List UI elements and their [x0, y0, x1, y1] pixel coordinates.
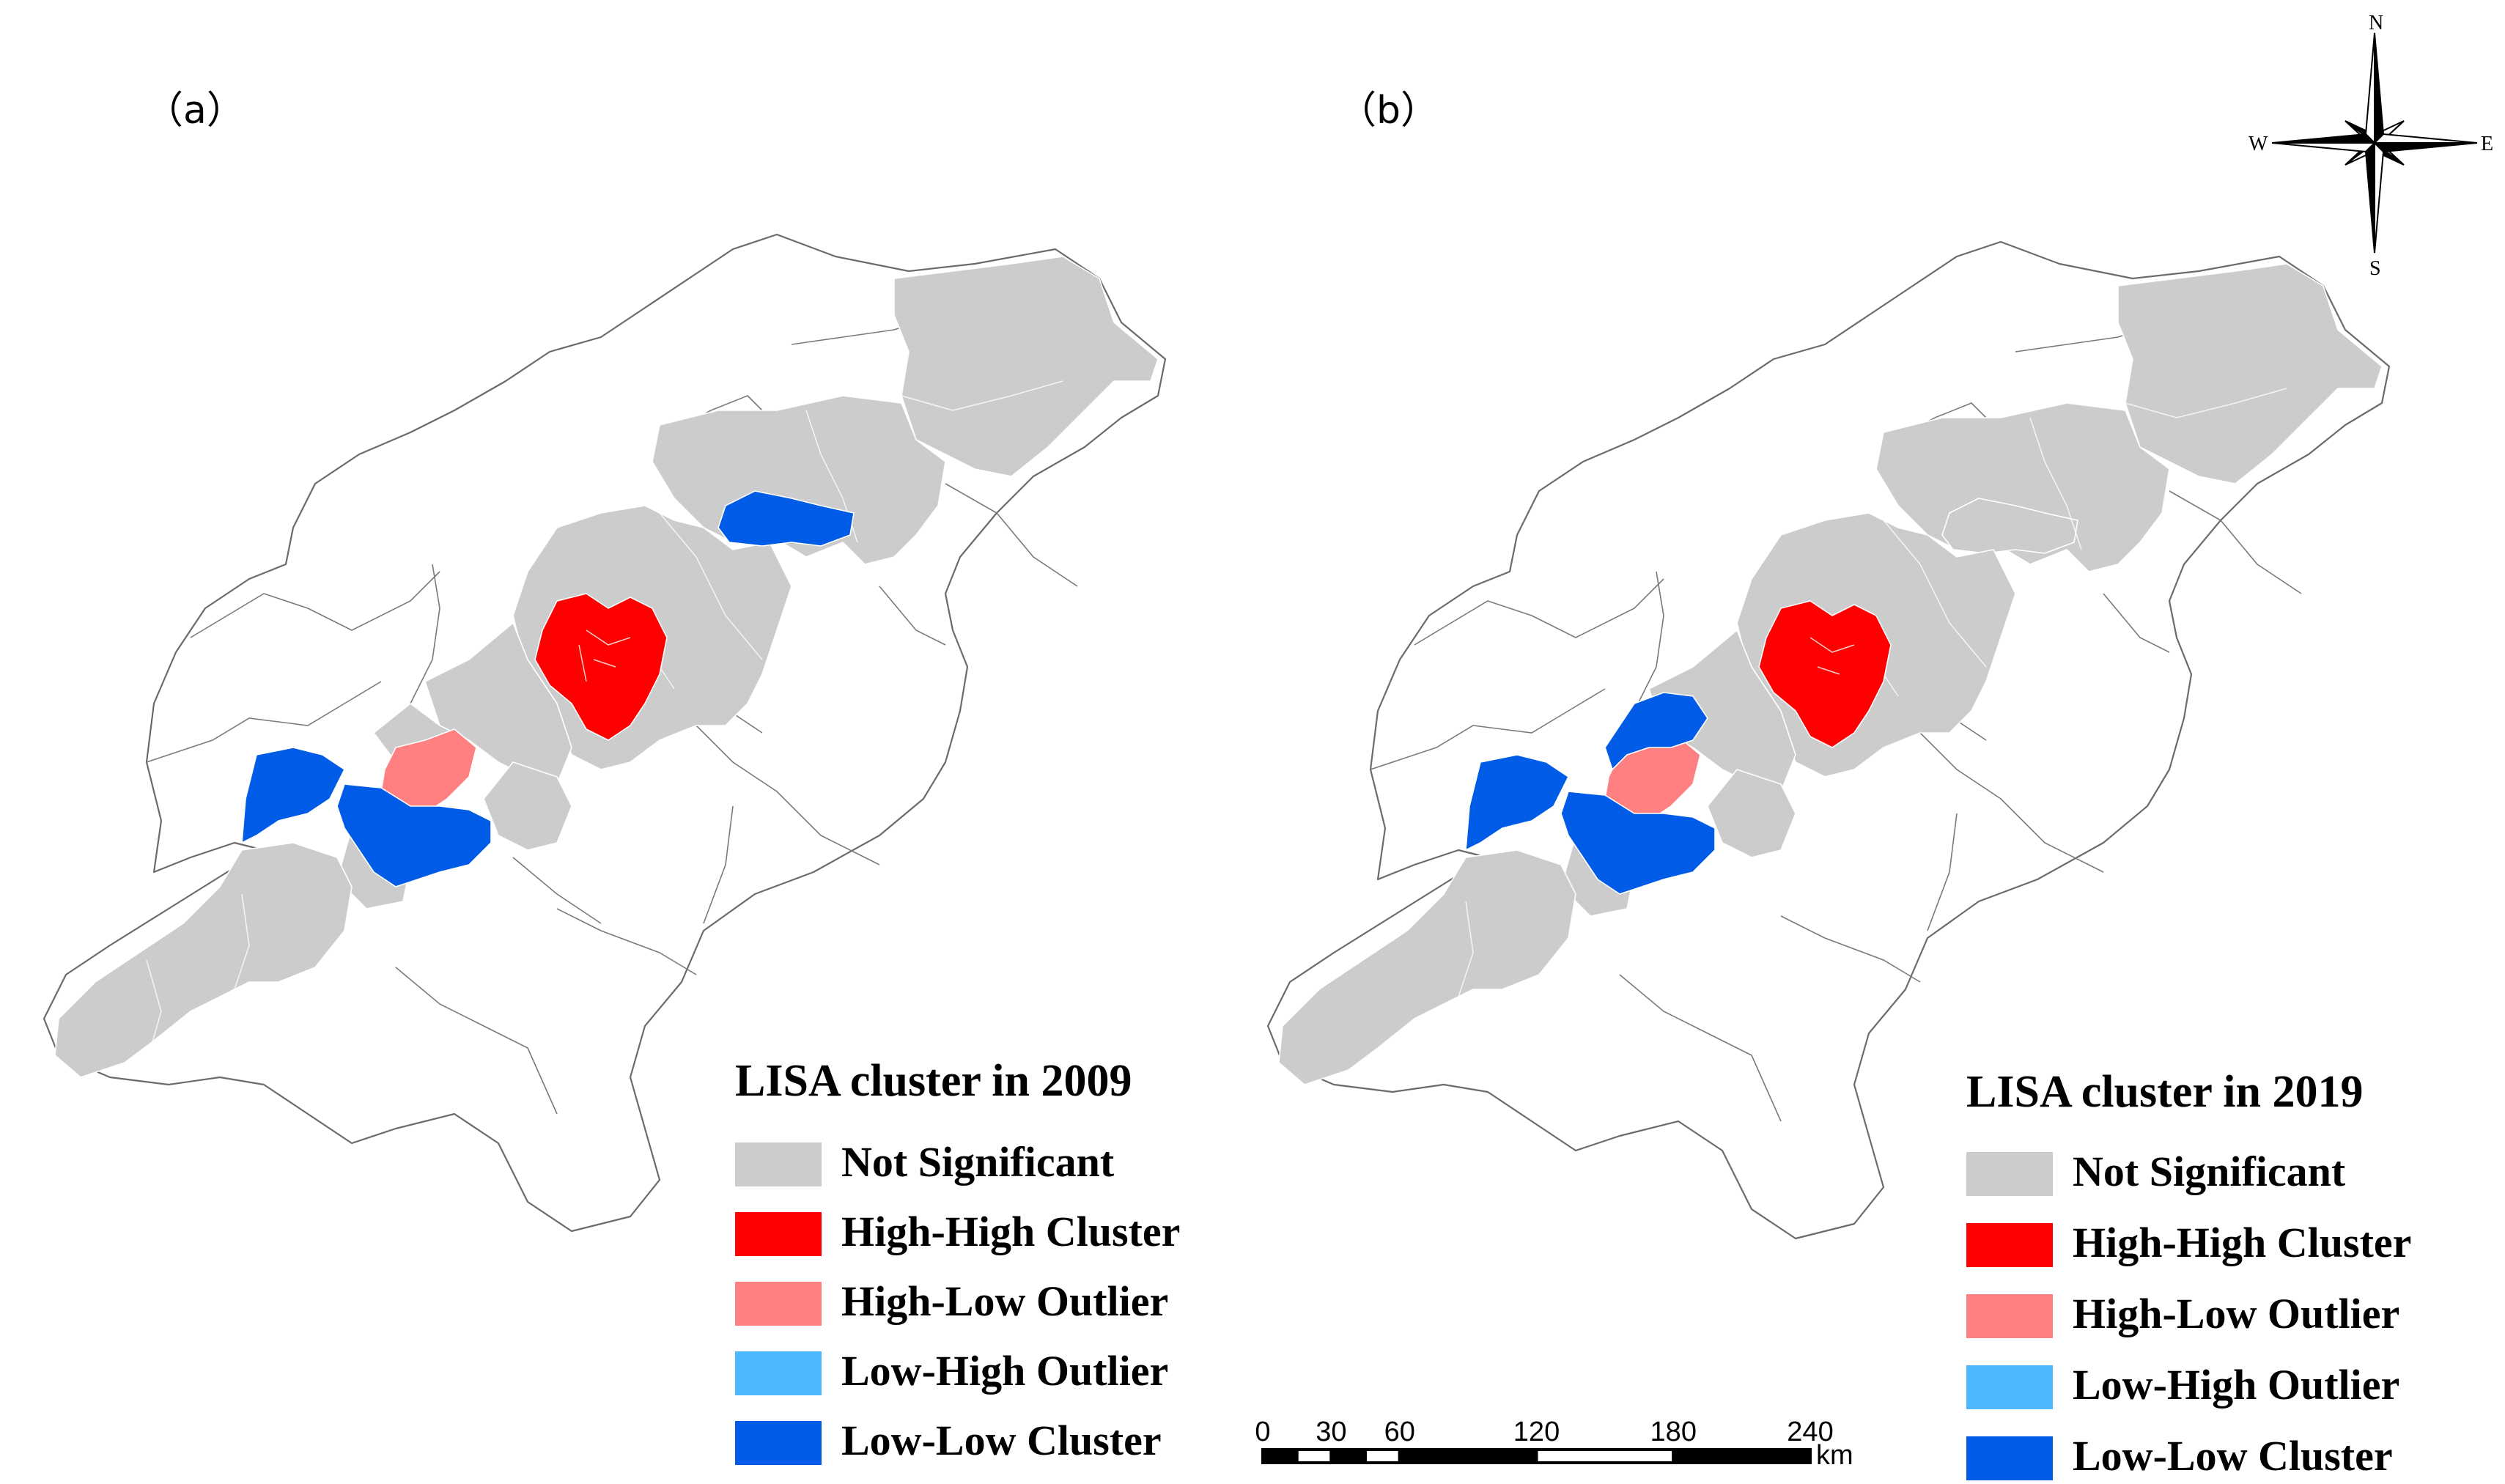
legend-swatch-b-2: [1966, 1294, 2053, 1338]
panel-label-a: （a）: [145, 89, 245, 133]
compass-e: E: [2481, 133, 2493, 155]
legend-swatch-b-1: [1966, 1223, 2053, 1267]
legend-title-b: LISA cluster in 2019: [1966, 1067, 2363, 1117]
legend-swatch-b-4: [1966, 1436, 2053, 1480]
legend-label-b-1: High-High Cluster: [2073, 1219, 2411, 1266]
legend-swatch-a-3: [735, 1351, 822, 1395]
low-low-cluster-b-north: [1604, 692, 1708, 770]
scale-segment-2: [1329, 1448, 1368, 1464]
scale-segment-0: [1261, 1448, 1299, 1464]
compass-n: N: [2369, 12, 2383, 34]
map-b-geometry: [1266, 240, 2391, 1240]
legend-a: LISA cluster in 2009 Not Significant High…: [735, 1056, 1180, 1465]
map-panel-a: （a）: [43, 89, 1180, 1465]
legend-swatch-a-4: [735, 1421, 822, 1465]
scale-segment-4: [1398, 1448, 1538, 1464]
legend-label-b-4: Low-Low Cluster: [2073, 1432, 2393, 1480]
high-high-cluster-a: [534, 593, 668, 741]
scale-tick-label-2: 60: [1384, 1417, 1415, 1447]
legend-swatch-b-0: [1966, 1152, 2053, 1196]
scale-tick-label-1: 30: [1316, 1417, 1346, 1447]
legend-label-a-2: High-Low Outlier: [841, 1277, 1168, 1325]
legend-label-b-3: Low-High Outlier: [2073, 1361, 2399, 1409]
low-low-cluster-a-central: [336, 783, 492, 887]
compass-w: W: [2248, 133, 2268, 155]
panel-label-b: （b）: [1338, 89, 1439, 133]
legend-label-a-1: High-High Cluster: [841, 1208, 1180, 1255]
hh-internal-lines-a: [578, 630, 631, 682]
scale-tick-label-0: 0: [1255, 1417, 1270, 1447]
hh-internal-lines-b: [1809, 637, 1855, 675]
scale-segment-1: [1295, 1448, 1333, 1464]
legend-title-a: LISA cluster in 2009: [735, 1056, 1132, 1106]
scale-unit: km: [1816, 1440, 1853, 1471]
legend-swatch-a-2: [735, 1282, 822, 1326]
low-low-cluster-b-central: [1560, 791, 1716, 895]
legend-label-a-0: Not Significant: [841, 1138, 1115, 1186]
scale-bar: 0 30 60 120 180 240 km: [1255, 1417, 1853, 1471]
legend-swatch-b-3: [1966, 1365, 2053, 1409]
low-low-cluster-a-west: [241, 747, 345, 843]
scale-segment-6: [1672, 1448, 1812, 1464]
legend-label-b-2: High-Low Outlier: [2073, 1290, 2399, 1337]
low-low-cluster-b-west: [1465, 754, 1569, 851]
high-low-outlier-a: [380, 728, 477, 814]
legend-b: LISA cluster in 2019 Not Significant High…: [1966, 1067, 2411, 1480]
high-high-cluster-b: [1758, 600, 1892, 748]
scale-tick-label-5: 240: [1787, 1417, 1833, 1447]
scale-tick-label-3: 120: [1513, 1417, 1560, 1447]
legend-label-b-0: Not Significant: [2073, 1148, 2346, 1195]
low-low-cluster-a-north: [717, 490, 855, 547]
legend-label-a-3: Low-High Outlier: [841, 1347, 1168, 1395]
legend-label-a-4: Low-Low Cluster: [841, 1417, 1162, 1464]
scale-segment-5: [1535, 1448, 1675, 1464]
scale-segment-3: [1364, 1448, 1401, 1464]
north-arrow-compass: N S E W: [2248, 12, 2493, 280]
compass-s: S: [2369, 257, 2381, 280]
legend-swatch-a-1: [735, 1212, 822, 1256]
legend-swatch-a-0: [735, 1142, 822, 1186]
scale-tick-label-4: 180: [1650, 1417, 1697, 1447]
map-panel-b: （b）: [1266, 89, 2411, 1480]
